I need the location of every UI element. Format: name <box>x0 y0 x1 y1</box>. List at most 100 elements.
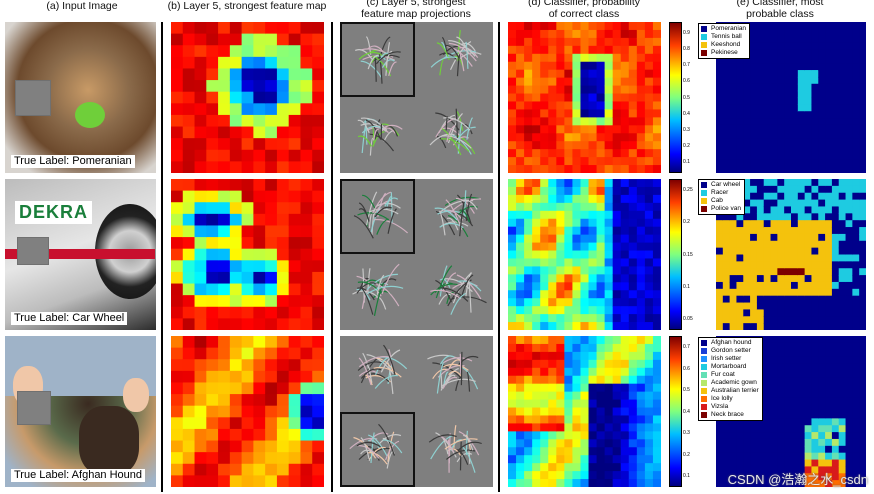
legend-swatch <box>701 26 707 32</box>
projection-stroke <box>460 351 463 386</box>
projection-stroke <box>465 193 473 221</box>
projection-stroke <box>468 450 471 464</box>
projection-stroke <box>367 439 381 450</box>
projection-stroke <box>370 432 375 464</box>
projection-stroke <box>358 208 369 219</box>
projection-stroke <box>434 207 458 221</box>
column-separator <box>498 22 500 492</box>
projection-stroke <box>357 361 383 371</box>
colorbar-tick: 0.6 <box>683 78 690 85</box>
projection-pattern <box>357 344 408 395</box>
projection-stroke <box>372 128 380 141</box>
projection-stroke <box>357 119 370 134</box>
projection-stroke <box>457 441 482 451</box>
probability-cells <box>508 22 661 173</box>
legend-swatch <box>701 380 707 386</box>
legend-label: Vizsla <box>711 403 729 410</box>
projection-stroke <box>441 41 448 57</box>
legend-entry: Ice lolly <box>701 395 759 403</box>
projection-pattern <box>354 36 401 84</box>
column-separator <box>331 22 333 492</box>
projection-cell <box>340 255 415 330</box>
projection-stroke <box>369 432 389 442</box>
projection-stroke <box>353 215 374 239</box>
colorbar-tick: 0.1 <box>683 283 690 290</box>
most-probable-map <box>716 179 866 330</box>
legend-label: Afghan hound <box>711 339 752 346</box>
projection-stroke <box>442 376 458 389</box>
projection-stroke <box>444 438 478 450</box>
projection-stroke <box>446 125 456 142</box>
projection-pattern <box>429 108 476 156</box>
projection-stroke <box>387 125 399 137</box>
projection-stroke <box>449 40 472 71</box>
projection-stroke <box>367 285 404 294</box>
projection-stroke <box>376 283 400 307</box>
projection-stroke <box>356 441 381 448</box>
projection-stroke <box>430 289 462 300</box>
watermark: CSDN @浩瀚之水_csdn <box>727 472 868 487</box>
projection-pattern <box>352 263 404 317</box>
projection-stroke <box>365 119 382 140</box>
legend-entry: Racer <box>701 189 741 197</box>
legend-entry: Police van <box>701 205 741 213</box>
column-separator <box>161 22 163 492</box>
projection-stroke <box>446 217 459 231</box>
feature-map-cells <box>171 22 324 173</box>
projection-cell <box>417 179 492 254</box>
legend-label: Gordon setter <box>711 347 751 354</box>
projection-stroke <box>445 116 449 131</box>
legend-swatch <box>701 190 707 196</box>
projection-cell <box>340 22 415 97</box>
legend-swatch <box>701 404 707 410</box>
projection-stroke <box>354 49 373 60</box>
colorbar-tick: 0.8 <box>683 46 690 53</box>
projection-stroke <box>373 366 402 378</box>
legend-entry: Academic gown <box>701 379 759 387</box>
legend-label: Pomeranian <box>711 25 747 32</box>
projection-stroke <box>383 344 396 376</box>
projection-stroke <box>447 215 469 238</box>
projection-stroke <box>456 53 461 77</box>
legend-swatch <box>701 396 707 402</box>
projection-stroke <box>440 367 459 391</box>
projection-stroke <box>381 59 395 68</box>
projection-stroke <box>460 366 479 390</box>
class-cells <box>716 179 866 330</box>
projection-pattern <box>357 117 403 156</box>
colorbar-tick: 0.3 <box>683 126 690 133</box>
projection-stroke <box>367 54 379 70</box>
projection-stroke <box>463 434 474 451</box>
projection-stroke <box>448 39 476 57</box>
probability-cells <box>508 336 661 487</box>
projection-pattern <box>353 191 408 239</box>
projection-stroke <box>435 265 453 299</box>
legend-label: Academic gown <box>711 379 757 386</box>
colorbar <box>669 336 682 487</box>
projection-stroke <box>457 49 465 72</box>
projection-stroke <box>374 206 393 218</box>
projection-stroke <box>440 127 462 156</box>
legend-swatch <box>701 388 707 394</box>
colorbar-tick: 0.2 <box>683 451 690 458</box>
projection-stroke <box>360 437 371 462</box>
projection-stroke <box>461 446 476 473</box>
projection-stroke <box>444 44 460 60</box>
projection-stroke <box>430 434 454 460</box>
projection-stroke <box>357 281 382 294</box>
true-label: True Label: Pomeranian <box>11 155 135 168</box>
projection-stroke <box>438 287 469 302</box>
projection-stroke <box>367 452 388 465</box>
projection-stroke <box>356 282 376 294</box>
projection-stroke <box>358 51 382 60</box>
occluder-square <box>15 80 51 116</box>
projection-stroke <box>380 349 401 373</box>
colorbar-tick: 0.25 <box>683 187 693 193</box>
legend-label: Irish setter <box>711 355 742 362</box>
colorbar-tick: 0.2 <box>683 219 690 226</box>
colorbar-tick: 0.05 <box>683 316 693 322</box>
projection-stroke <box>430 283 458 296</box>
projection-stroke <box>376 274 385 296</box>
dekra-logo: DEKRA <box>15 201 93 224</box>
title-projections: (c) Layer 5, strongest feature map proje… <box>361 0 471 20</box>
